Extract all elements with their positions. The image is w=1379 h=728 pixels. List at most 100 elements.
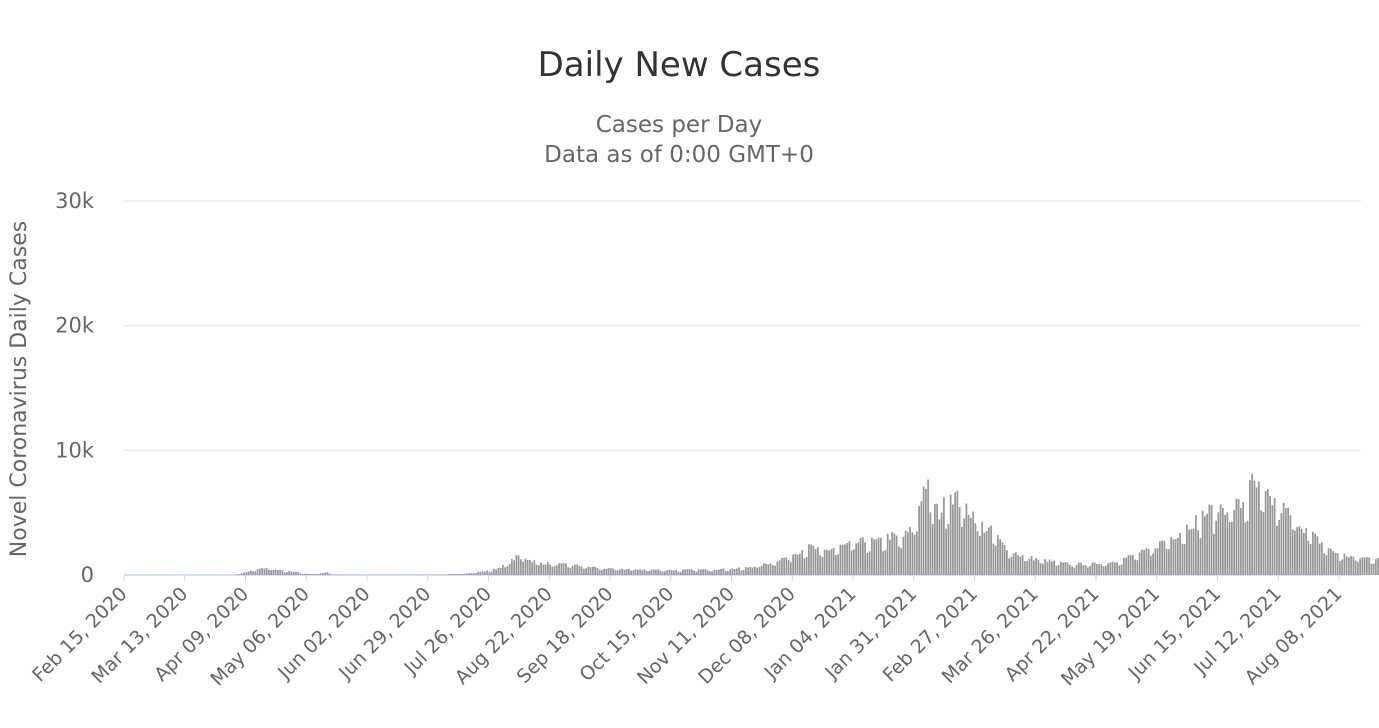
bar-day-463 xyxy=(1166,549,1168,575)
bar-day-453 xyxy=(1143,550,1145,575)
bar-day-409 xyxy=(1044,559,1046,575)
bar-day-241 xyxy=(666,570,668,575)
bar-day-322 xyxy=(849,541,851,575)
bar-day-221 xyxy=(621,569,623,575)
bar-day-509 xyxy=(1269,496,1271,575)
bar-day-275 xyxy=(743,570,745,575)
bar-day-251 xyxy=(689,569,691,575)
bar-day-488 xyxy=(1222,508,1224,575)
bar-day-305 xyxy=(810,545,812,575)
bar-day-198 xyxy=(570,568,572,575)
bar-day-466 xyxy=(1173,539,1175,575)
bar-day-258 xyxy=(705,569,707,575)
bar-day-294 xyxy=(786,557,788,575)
bar-day-388 xyxy=(997,535,999,575)
bar-day-551 xyxy=(1364,557,1366,575)
bar-day-286 xyxy=(768,564,770,575)
bar-day-293 xyxy=(783,558,785,575)
bar-day-56 xyxy=(250,571,252,575)
bar-day-461 xyxy=(1161,541,1163,575)
bar-day-155 xyxy=(473,573,475,575)
bar-day-360 xyxy=(934,504,936,575)
bar-day-229 xyxy=(639,569,641,575)
bar-day-200 xyxy=(574,565,576,575)
bar-day-428 xyxy=(1087,568,1089,576)
bar-day-527 xyxy=(1310,544,1312,575)
bar-day-164 xyxy=(493,569,495,575)
bar-day-81 xyxy=(306,574,308,575)
bar-day-94 xyxy=(336,574,338,575)
bar-day-379 xyxy=(977,531,979,575)
bar-day-171 xyxy=(509,564,511,575)
bar-day-545 xyxy=(1350,556,1352,575)
bar-day-392 xyxy=(1006,550,1008,575)
bar-day-427 xyxy=(1085,565,1087,575)
bar-day-496 xyxy=(1240,508,1242,575)
bar-day-52 xyxy=(241,573,243,575)
bar-day-193 xyxy=(558,563,560,575)
bar-day-180 xyxy=(529,560,531,575)
bar-day-227 xyxy=(635,569,637,575)
bar-day-170 xyxy=(507,566,509,575)
bar-day-206 xyxy=(588,566,590,575)
bar-day-464 xyxy=(1168,549,1170,575)
bar-day-75 xyxy=(293,572,295,575)
bar-day-396 xyxy=(1015,552,1017,575)
bar-day-537 xyxy=(1332,551,1334,575)
bar-day-363 xyxy=(941,513,943,576)
bar-day-55 xyxy=(248,571,250,575)
bar-day-332 xyxy=(871,538,873,575)
y-axis-label: Novel Coronavirus Daily Cases xyxy=(7,221,32,557)
bar-day-174 xyxy=(516,555,518,575)
bar-day-312 xyxy=(826,550,828,575)
bar-day-501 xyxy=(1251,473,1253,575)
bar-day-50 xyxy=(237,574,239,575)
bar-day-254 xyxy=(696,572,698,575)
bar-day-494 xyxy=(1236,499,1238,575)
bar-day-468 xyxy=(1177,538,1179,575)
bar-day-270 xyxy=(732,568,734,575)
bar-day-348 xyxy=(907,532,909,575)
bar-day-364 xyxy=(943,497,945,575)
bar-day-256 xyxy=(700,569,702,575)
bar-day-419 xyxy=(1067,563,1069,575)
bar-day-525 xyxy=(1305,528,1307,575)
bar-day-246 xyxy=(678,571,680,575)
bar-day-328 xyxy=(862,537,864,575)
bar-day-433 xyxy=(1098,564,1100,575)
bar-day-217 xyxy=(612,569,614,575)
bar-day-264 xyxy=(718,570,720,575)
bar-day-145 xyxy=(450,574,452,575)
bar-day-398 xyxy=(1020,557,1022,575)
bar-day-319 xyxy=(842,545,844,575)
bar-day-151 xyxy=(464,574,466,575)
bar-day-325 xyxy=(855,543,857,575)
bar-day-243 xyxy=(671,570,673,575)
bar-day-465 xyxy=(1170,537,1172,575)
bar-day-373 xyxy=(963,519,965,575)
bar-day-492 xyxy=(1231,522,1233,575)
bar-day-311 xyxy=(824,550,826,575)
bar-day-154 xyxy=(471,573,473,575)
bar-day-137 xyxy=(432,574,434,575)
bar-day-410 xyxy=(1047,562,1049,575)
bar-day-62 xyxy=(264,568,266,575)
bar-day-245 xyxy=(675,570,677,575)
bar-day-521 xyxy=(1296,527,1298,575)
bar-day-271 xyxy=(734,569,736,575)
bar-day-288 xyxy=(772,565,774,575)
bar-day-457 xyxy=(1152,554,1154,575)
bar-day-370 xyxy=(957,490,959,575)
bar-day-316 xyxy=(835,555,837,575)
bar-day-210 xyxy=(597,568,599,575)
bar-day-85 xyxy=(315,574,317,575)
bar-day-272 xyxy=(736,569,738,575)
bar-day-417 xyxy=(1062,562,1064,575)
bar-day-303 xyxy=(806,557,808,575)
bar-day-223 xyxy=(626,569,628,575)
bar-day-550 xyxy=(1362,557,1364,575)
bar-day-516 xyxy=(1285,508,1287,575)
bar-day-298 xyxy=(795,554,797,575)
bar-day-389 xyxy=(999,539,1001,575)
bar-day-76 xyxy=(295,572,297,575)
